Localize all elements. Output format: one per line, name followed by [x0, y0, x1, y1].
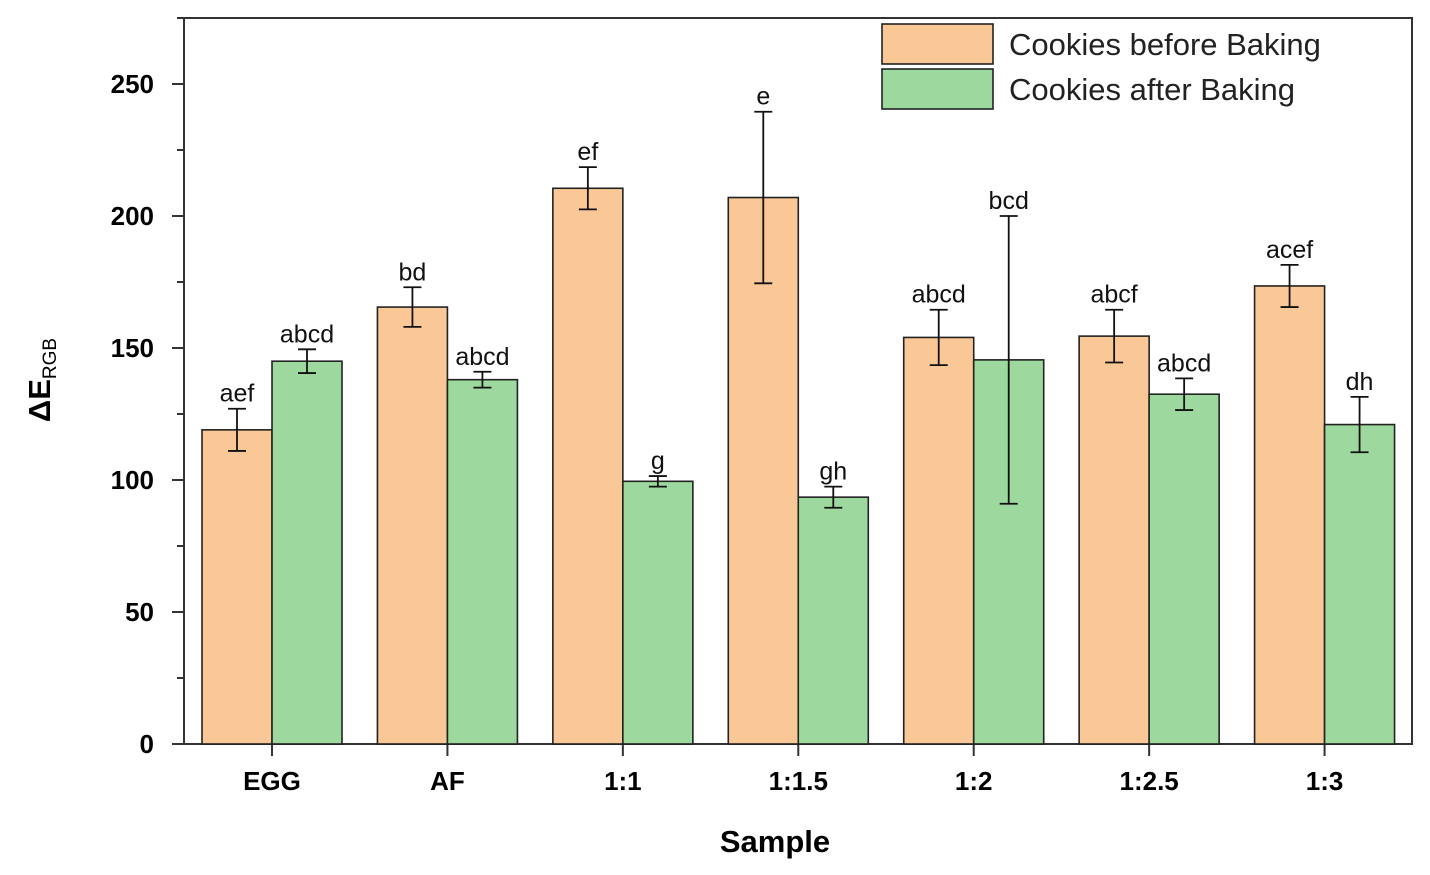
legend: Cookies before Baking Cookies after Bakin… [881, 23, 1321, 110]
significance-label: dh [1346, 368, 1374, 396]
significance-label: ef [577, 138, 598, 166]
y-tick-label: 50 [125, 597, 154, 627]
legend-label: Cookies after Baking [1009, 72, 1295, 107]
legend-swatch [881, 23, 994, 65]
significance-label: g [651, 447, 665, 475]
significance-label: abcf [1091, 281, 1138, 309]
bar [902, 336, 975, 745]
bar [727, 196, 800, 745]
legend-swatch [881, 68, 994, 110]
x-tick-label: AF [430, 766, 465, 796]
bar [552, 187, 624, 745]
significance-label: bd [399, 258, 427, 286]
y-tick-label: 200 [111, 201, 154, 231]
significance-label: acef [1266, 236, 1313, 264]
legend-label: Cookies before Baking [1009, 27, 1321, 62]
y-axis-title: ΔERGB [22, 338, 61, 422]
x-axis-title: Sample [720, 824, 830, 859]
bar [1253, 285, 1326, 745]
significance-label: abcd [1157, 349, 1211, 377]
significance-label: abcd [912, 281, 966, 309]
y-axis-title-main: ΔE [22, 379, 57, 422]
y-axis-title-subscript: RGB [40, 338, 61, 379]
x-tick-label: EGG [243, 766, 301, 796]
significance-label: abcd [280, 320, 334, 348]
x-tick-label: 1:1 [604, 766, 642, 796]
x-tick-label: 1:2.5 [1120, 766, 1179, 796]
bar [446, 378, 519, 745]
significance-label: bcd [989, 187, 1029, 215]
x-tick-label: 1:3 [1306, 766, 1344, 796]
y-tick-label: 0 [140, 729, 154, 759]
significance-label: aef [220, 380, 255, 408]
bar [622, 480, 694, 745]
bar [201, 429, 273, 745]
y-tick-label: 100 [111, 465, 154, 495]
significance-label: abcd [455, 343, 509, 371]
bar [797, 496, 870, 745]
bar [271, 360, 343, 745]
bar [1078, 335, 1150, 745]
y-tick-label: 250 [111, 69, 154, 99]
bar [1148, 393, 1220, 745]
significance-label: gh [819, 458, 847, 486]
plot-area: 0 50 100 150 200 250 EGG aef abcd AF bd abcd 1:1 ef g 1… [111, 17, 1413, 796]
bar [1323, 423, 1396, 745]
y-tick-label: 150 [111, 333, 154, 363]
x-tick-label: 1:1.5 [769, 766, 828, 796]
bar [376, 306, 449, 745]
significance-label: e [756, 83, 770, 111]
x-tick-label: 1:2 [955, 766, 993, 796]
